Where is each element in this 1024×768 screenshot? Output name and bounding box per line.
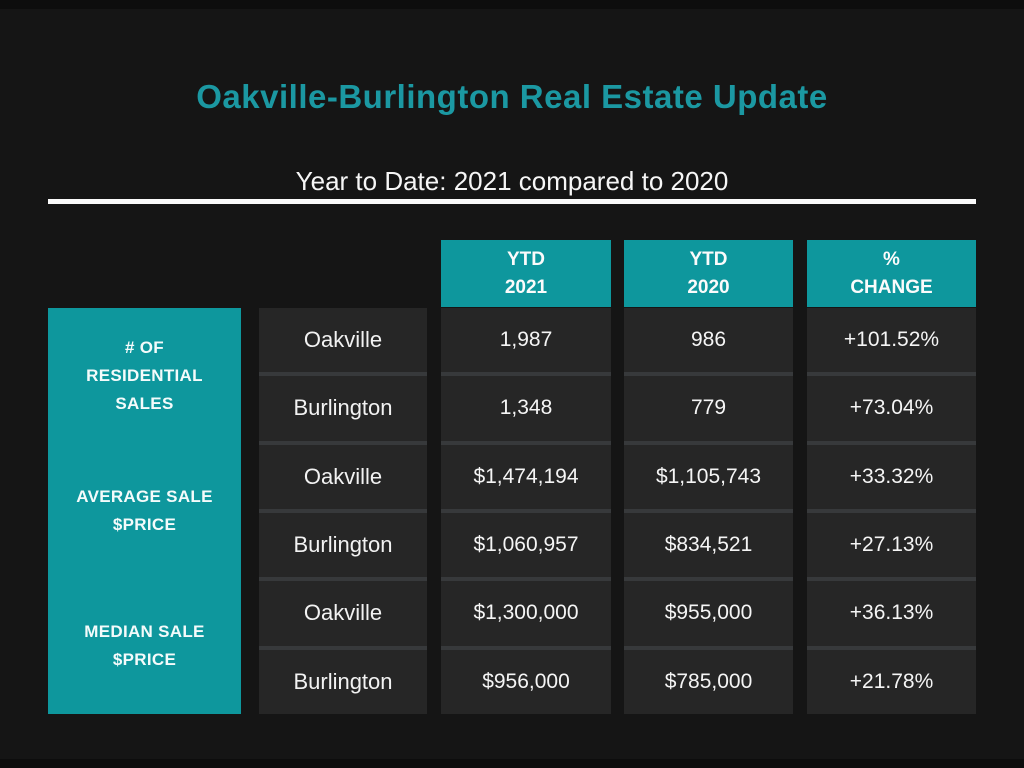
header-line: 2021 [504,276,548,298]
value-cell-percent-change: +33.32% [807,444,976,509]
value-cell-percent-change: +27.13% [807,512,976,578]
value-cell-ytd-2020: $1,105,743 [624,444,793,509]
column-header-percent-change: % CHANGE [807,240,976,307]
header-line: YTD [507,248,545,270]
value-cell-percent-change: +21.78% [807,649,976,714]
city-cell: Burlington [259,512,427,578]
page-subtitle: Year to Date: 2021 compared to 2020 [295,166,729,196]
metric-label-residential-sales: # OF RESIDENTIAL SALES [86,337,203,413]
city-cell: Oakville [259,444,427,509]
header-line: % [883,248,900,270]
percent-change-column: +101.52% +73.04% +33.32% +27.13% +36.13%… [807,308,976,714]
value-cell-percent-change: +101.52% [807,308,976,373]
bottom-frame-strip [0,759,1024,768]
ytd-2020-column: 986 779 $1,105,743 $834,521 $955,000 $78… [624,308,793,714]
value-cell-ytd-2021: $956,000 [441,649,611,714]
value-cell-ytd-2021: 1,348 [441,376,611,441]
value-cell-percent-change: +36.13% [807,581,976,646]
value-cell-ytd-2020: 779 [624,376,793,441]
comparison-table: YTD 2021 YTD 2020 % CHANGE # OF RESIDENT… [48,240,976,714]
top-frame-strip [0,0,1024,9]
value-cell-ytd-2020: 986 [624,308,793,373]
value-cell-ytd-2020: $785,000 [624,649,793,714]
column-header-ytd-2020: YTD 2020 [624,240,793,307]
metric-labels-column: # OF RESIDENTIAL SALES AVERAGE SALE $PRI… [48,308,241,714]
city-cell: Oakville [259,581,427,646]
city-column: Oakville Burlington Oakville Burlington … [259,308,427,714]
column-header-ytd-2021: YTD 2021 [441,240,611,307]
metric-label-median-sale-price: MEDIAN SALE $PRICE [84,622,205,670]
metric-label-average-sale-price: AVERAGE SALE $PRICE [76,486,213,534]
divider-rule [48,199,976,204]
header-line: YTD [689,248,728,270]
value-cell-ytd-2021: $1,300,000 [441,581,611,646]
header-line: 2020 [687,276,730,298]
value-cell-ytd-2021: $1,060,957 [441,512,611,578]
value-cell-ytd-2020: $834,521 [624,512,793,578]
header-line: CHANGE [850,276,933,298]
value-cell-ytd-2021: $1,474,194 [441,444,611,509]
value-cell-ytd-2020: $955,000 [624,581,793,646]
ytd-2021-column: 1,987 1,348 $1,474,194 $1,060,957 $1,300… [441,308,611,714]
city-cell: Burlington [259,376,427,441]
page-title: Oakville-Burlington Real Estate Update [196,78,828,115]
city-cell: Burlington [259,649,427,714]
value-cell-ytd-2021: 1,987 [441,308,611,373]
city-cell: Oakville [259,308,427,373]
value-cell-percent-change: +73.04% [807,376,976,441]
